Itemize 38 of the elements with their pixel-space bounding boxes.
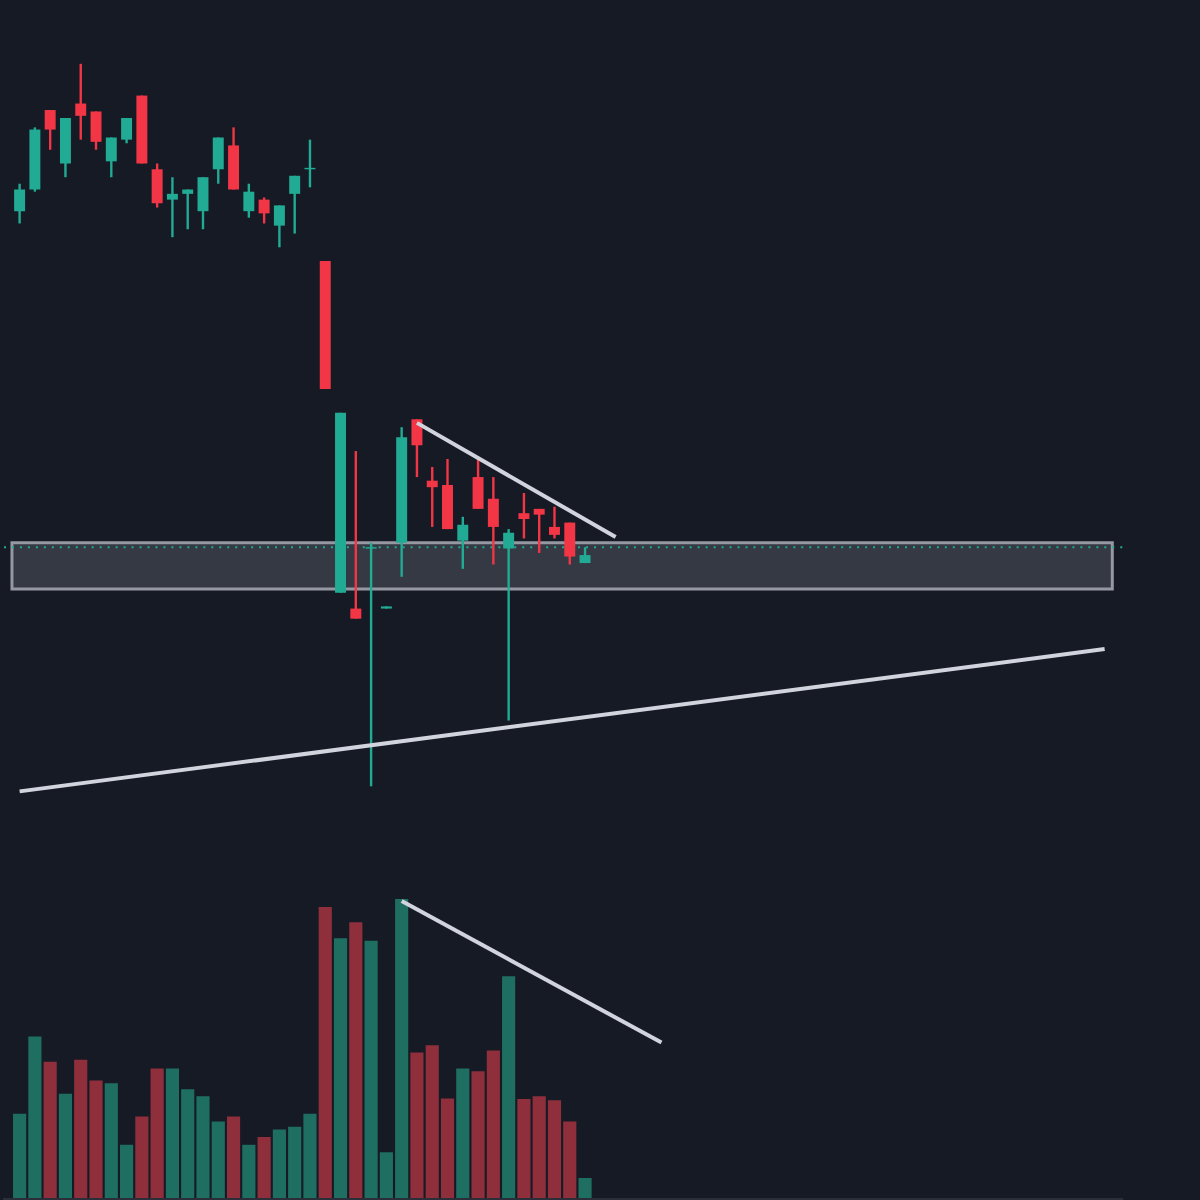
- candlestick: [151, 162, 163, 209]
- bar: [578, 1177, 592, 1199]
- candlestick: [75, 62, 87, 141]
- candlestick: [426, 465, 438, 529]
- candlestick: [472, 457, 484, 511]
- candlestick: [14, 182, 26, 225]
- candlestick: [350, 449, 362, 620]
- bar: [257, 1137, 271, 1199]
- bar: [318, 907, 332, 1199]
- bar: [456, 1068, 470, 1199]
- candlestick: [442, 457, 453, 531]
- candlestick: [212, 136, 224, 185]
- candlestick: [44, 108, 56, 151]
- candlestick: [197, 176, 209, 231]
- bar: [226, 1116, 241, 1199]
- candlestick: [228, 126, 240, 191]
- candlestick: [549, 505, 560, 540]
- candlestick: [105, 136, 117, 179]
- bar: [502, 976, 516, 1199]
- candlestick: [59, 116, 71, 179]
- candlestick: [243, 182, 255, 219]
- candlestick: [121, 116, 133, 145]
- candlestick: [90, 110, 102, 151]
- candlestick: [273, 204, 285, 249]
- bar: [242, 1144, 256, 1199]
- bar: [349, 922, 363, 1199]
- candlestick: [564, 521, 576, 566]
- candlestick: [166, 176, 178, 239]
- candlestick: [533, 507, 545, 555]
- candlestick: [411, 418, 423, 479]
- candlestick: [518, 491, 530, 540]
- candlestick: [289, 174, 301, 235]
- candlestick: [182, 188, 194, 231]
- bar: [333, 938, 348, 1199]
- bar: [43, 1061, 57, 1199]
- candlestick: [487, 475, 499, 566]
- bar: [58, 1093, 73, 1199]
- candlestick: [258, 196, 270, 225]
